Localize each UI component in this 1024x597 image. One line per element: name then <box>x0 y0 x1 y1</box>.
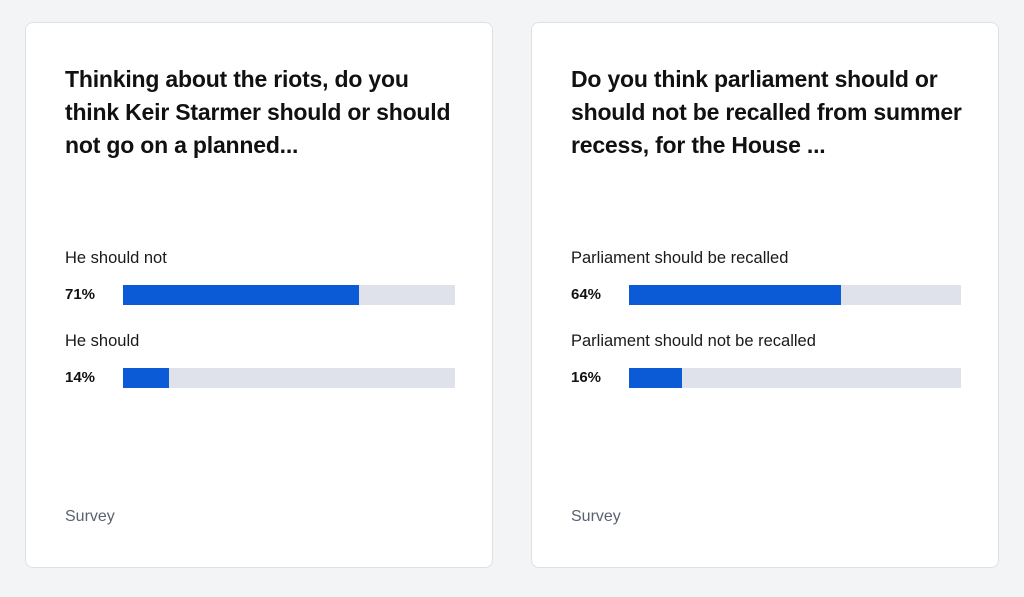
answer-result-row: 71% <box>65 285 457 305</box>
answer-result-row: 64% <box>571 285 963 305</box>
result-bar-track <box>123 285 455 305</box>
answer-label: Parliament should be recalled <box>571 249 789 267</box>
survey-question: Do you think parliament should or should… <box>571 66 962 158</box>
result-bar-track <box>629 368 961 388</box>
answer-he-should: He should 14% <box>65 331 457 388</box>
survey-question: Thinking about the riots, do you think K… <box>65 66 451 158</box>
answer-parliament-recalled: Parliament should be recalled 64% <box>571 248 963 305</box>
answer-label: Parliament should not be recalled <box>571 332 816 350</box>
answer-parliament-not-recalled: Parliament should not be recalled 16% <box>571 331 963 388</box>
answer-percent: 71% <box>65 286 96 303</box>
result-bar-track <box>123 368 455 388</box>
answer-he-should-not: He should not 71% <box>65 248 457 305</box>
result-bar-fill <box>629 285 842 305</box>
answer-result-row: 16% <box>571 368 963 388</box>
card-footer-label: Survey <box>571 508 621 525</box>
survey-card-parliament[interactable]: Do you think parliament should or should… <box>531 22 999 568</box>
result-bar-fill <box>123 368 170 388</box>
answer-percent: 14% <box>65 369 96 386</box>
answer-result-row: 14% <box>65 368 457 388</box>
answer-label: He should not <box>65 249 167 267</box>
result-bar-track <box>629 285 961 305</box>
answer-percent: 64% <box>571 286 602 303</box>
answer-label: He should <box>65 332 140 350</box>
result-bar-fill <box>629 368 683 388</box>
result-bar-fill <box>123 285 359 305</box>
survey-card-starmer[interactable]: Thinking about the riots, do you think K… <box>25 22 493 568</box>
card-footer-label: Survey <box>65 508 115 525</box>
answer-percent: 16% <box>571 369 602 386</box>
